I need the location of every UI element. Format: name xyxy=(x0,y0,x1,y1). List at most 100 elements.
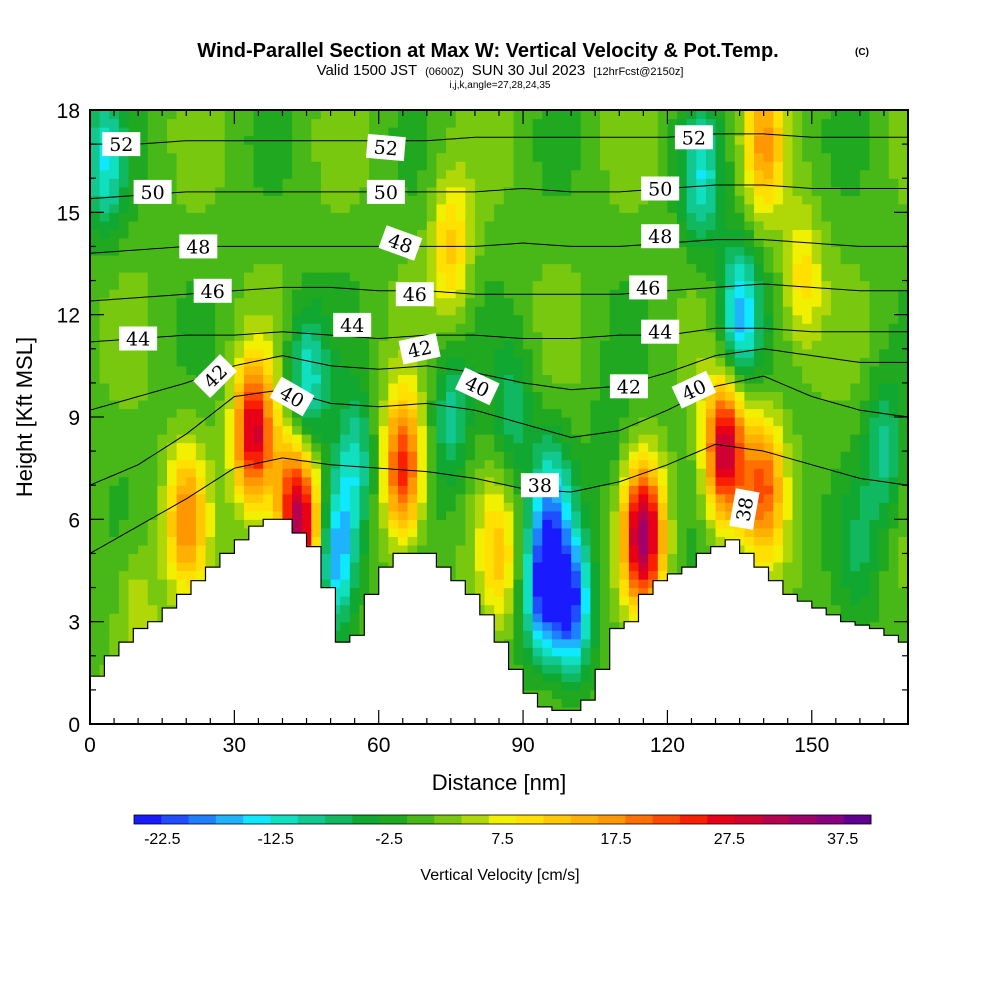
field-cell xyxy=(532,178,543,188)
field-cell xyxy=(696,186,707,196)
field-cell xyxy=(292,161,303,171)
field-cell xyxy=(157,493,168,503)
field-cell xyxy=(118,459,130,469)
field-cell xyxy=(90,621,101,631)
field-cell xyxy=(600,647,611,657)
field-cell xyxy=(686,280,697,290)
field-cell xyxy=(571,178,582,188)
field-cell xyxy=(744,476,755,486)
field-cell xyxy=(715,152,726,162)
field-cell xyxy=(734,254,745,265)
field-cell xyxy=(657,135,669,145)
field-cell xyxy=(628,417,640,427)
field-cell xyxy=(523,553,534,563)
field-cell xyxy=(484,553,495,563)
field-cell xyxy=(619,110,630,120)
field-cell xyxy=(320,246,332,256)
field-cell xyxy=(725,408,736,418)
field-cell xyxy=(551,306,563,316)
field-cell xyxy=(619,553,630,563)
field-cell xyxy=(330,382,341,393)
field-cell xyxy=(243,220,255,230)
field-cell xyxy=(455,399,466,410)
field-cell xyxy=(513,544,524,555)
field-cell xyxy=(484,459,495,469)
field-cell xyxy=(166,553,178,563)
field-cell xyxy=(446,297,457,307)
field-cell xyxy=(166,442,178,452)
valid-line: Valid 1500 JST (0600Z) SUN 30 Jul 2023 [… xyxy=(317,62,684,79)
field-cell xyxy=(494,459,505,469)
field-cell xyxy=(648,374,659,384)
field-cell xyxy=(340,417,351,427)
field-cell xyxy=(311,237,322,248)
field-cell xyxy=(99,331,110,341)
field-cell xyxy=(330,237,341,248)
field-cell xyxy=(109,195,120,205)
field-cell xyxy=(696,510,707,520)
field-cell xyxy=(330,553,341,563)
field-cell xyxy=(195,306,207,316)
field-cell xyxy=(523,229,534,239)
field-cell xyxy=(157,272,168,282)
field-cell xyxy=(147,553,158,563)
field-cell xyxy=(715,510,726,520)
field-cell xyxy=(686,510,697,520)
field-cell xyxy=(532,493,543,503)
field-cell xyxy=(128,519,139,529)
field-cell xyxy=(426,459,438,469)
field-cell xyxy=(378,468,389,478)
field-cell xyxy=(195,144,207,154)
field-cell xyxy=(330,229,341,239)
field-cell xyxy=(90,442,101,452)
field-cell xyxy=(436,161,447,171)
field-cell xyxy=(166,178,178,188)
field-cell xyxy=(369,357,380,367)
field-cell xyxy=(705,186,717,196)
field-cell xyxy=(580,451,592,461)
field-cell xyxy=(417,220,428,230)
field-cell xyxy=(532,519,543,529)
field-cell xyxy=(99,561,110,572)
field-cell xyxy=(580,442,592,452)
field-cell xyxy=(147,417,158,427)
field-cell xyxy=(138,118,149,128)
field-cell xyxy=(484,425,495,435)
field-cell xyxy=(388,127,399,137)
field-cell xyxy=(311,374,322,384)
field-cell xyxy=(138,357,149,367)
field-cell xyxy=(359,468,370,478)
field-cell xyxy=(378,382,389,393)
field-cell xyxy=(715,417,726,427)
field-cell xyxy=(147,468,158,478)
field-cell xyxy=(176,374,187,384)
field-cell xyxy=(677,340,688,350)
field-cell xyxy=(397,502,409,512)
field-cell xyxy=(590,280,601,290)
field-cell xyxy=(474,289,486,299)
field-cell xyxy=(484,246,495,256)
field-cell xyxy=(503,527,515,537)
field-cell xyxy=(417,195,428,205)
field-cell xyxy=(513,630,524,640)
field-cell xyxy=(263,178,274,188)
field-cell xyxy=(99,544,110,555)
field-cell xyxy=(205,254,216,265)
field-cell xyxy=(561,544,572,555)
field-cell xyxy=(224,459,235,469)
field-cell xyxy=(378,357,389,367)
field-cell xyxy=(109,331,120,341)
field-cell xyxy=(571,553,582,563)
field-cell xyxy=(705,272,717,282)
field-cell xyxy=(99,220,110,230)
field-cell xyxy=(628,408,640,418)
field-cell xyxy=(224,127,235,137)
field-cell xyxy=(677,297,688,307)
field-cell xyxy=(455,536,466,546)
field-cell xyxy=(657,493,669,503)
field-cell xyxy=(474,493,486,503)
field-cell xyxy=(725,263,736,273)
field-cell xyxy=(446,476,457,486)
field-cell xyxy=(263,374,274,384)
field-cell xyxy=(465,195,476,205)
